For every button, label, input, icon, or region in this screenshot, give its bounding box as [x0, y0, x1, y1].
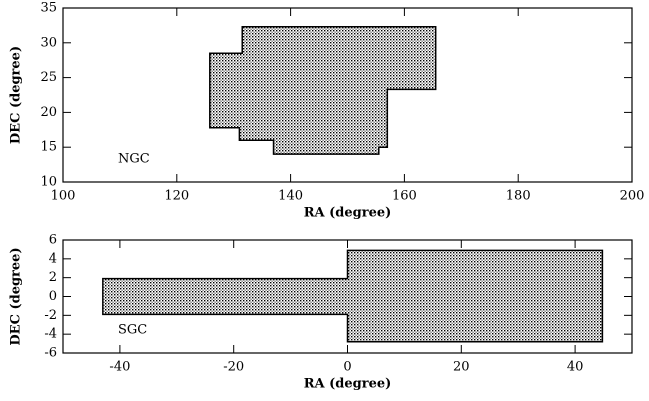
survey-footprint	[102, 249, 604, 343]
y-axis-label: DEC (degree)	[9, 46, 24, 144]
x-tick-label: 20	[453, 360, 470, 375]
y-tick-label: 2	[49, 270, 57, 285]
y-tick-label: 6	[49, 233, 57, 248]
x-tick-label: 200	[620, 189, 645, 204]
y-tick-label: -4	[44, 327, 57, 342]
y-tick-label: 15	[40, 140, 57, 155]
x-tick-label: -20	[223, 360, 244, 375]
x-tick-label: 180	[506, 189, 531, 204]
y-tick-label: 10	[40, 175, 57, 190]
x-tick-label: 40	[567, 360, 584, 375]
x-tick-label: 160	[392, 189, 417, 204]
x-tick-label: 140	[278, 189, 303, 204]
y-tick-label: -6	[44, 346, 57, 361]
x-axis-label: RA (degree)	[304, 377, 392, 392]
y-tick-label: 4	[49, 251, 57, 266]
y-tick-label: 0	[49, 289, 57, 304]
x-tick-label: 0	[343, 360, 351, 375]
plot-frame	[62, 7, 633, 183]
y-tick-label: 35	[40, 1, 57, 16]
x-tick-label: 100	[51, 189, 76, 204]
y-axis-label: DEC (degree)	[9, 247, 24, 345]
y-tick-label: 25	[40, 70, 57, 85]
y-tick-label: 20	[40, 105, 57, 120]
panel-annotation: NGC	[118, 152, 150, 167]
y-tick-label: -2	[44, 308, 57, 323]
x-tick-label: -40	[109, 360, 130, 375]
x-tick-label: 120	[164, 189, 189, 204]
panel-annotation: SGC	[118, 323, 147, 338]
y-tick-label: 30	[40, 35, 57, 50]
x-axis-label: RA (degree)	[304, 206, 392, 221]
survey-footprint	[209, 26, 437, 155]
